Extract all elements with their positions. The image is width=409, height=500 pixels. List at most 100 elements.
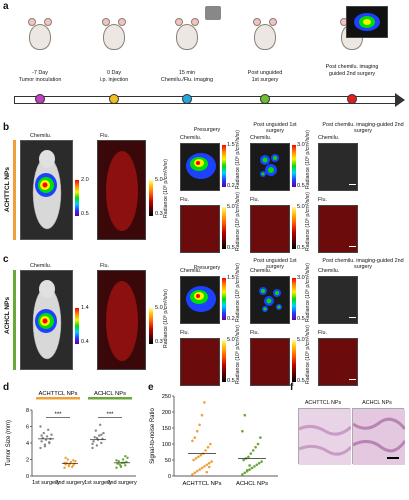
data-point <box>198 468 201 471</box>
chemilu-image <box>180 276 220 324</box>
data-point <box>195 469 199 473</box>
y-tick-label: 4 <box>26 441 29 447</box>
data-point <box>115 459 118 462</box>
snr-chart: 0 50 100 150 200 250 Signal-to-noise Ratio ACHT… <box>150 394 278 487</box>
timeline-step-dot <box>109 94 119 104</box>
data-point <box>254 445 257 449</box>
colorbar-min: 0.5 <box>297 378 305 384</box>
histology-scale-bar <box>387 457 399 459</box>
x-tick-label: 2nd surgery <box>55 480 85 486</box>
data-point <box>99 423 102 427</box>
timeline-arrowhead <box>395 93 405 107</box>
data-point <box>64 456 67 460</box>
group-bar <box>36 397 80 400</box>
y-tick-label: 100 <box>162 442 171 448</box>
data-point <box>43 445 47 448</box>
flu-label: Flu. <box>318 197 327 203</box>
data-point <box>193 436 197 439</box>
data-point <box>245 468 249 472</box>
data-point <box>94 429 98 432</box>
colorbar-min: 0.5 <box>227 378 235 384</box>
row-c-col-unguided: Post unguided 1st surgery <box>253 258 297 270</box>
timeline-step-dot <box>347 94 357 104</box>
data-point <box>243 413 247 417</box>
timeline-step-dot <box>182 94 192 104</box>
data-point <box>206 445 210 449</box>
data-point <box>121 458 125 461</box>
row-b-left-flu-title: Flu. <box>100 133 109 139</box>
colorbar-min: 0.5 <box>297 316 305 322</box>
histology-label-1: ACHTTCL NPs <box>304 400 342 406</box>
data-point <box>241 429 244 433</box>
x-tick-label: ACHTTCL NPs <box>182 481 221 487</box>
colorbar-max: 3.0 <box>297 142 305 148</box>
data-point <box>67 464 71 468</box>
x-tick-label: 1st surgery <box>32 480 60 486</box>
row-b-col-guided: Post chemilu. imaging-guided 2nd surgery <box>322 122 404 134</box>
data-point <box>207 461 211 465</box>
data-point <box>256 442 260 446</box>
colorbar-max: 5.0 <box>297 337 305 343</box>
data-point <box>250 466 254 470</box>
flu-label: Flu. <box>180 197 189 203</box>
data-point <box>243 471 247 475</box>
row-b-chemilu-mouse-image <box>20 140 73 240</box>
colorbar-max: 1.5 <box>227 275 235 281</box>
data-point <box>95 444 99 447</box>
data-point <box>91 446 94 450</box>
colorbar-label: Radiance (10⁶ p/cm²/s/sr) <box>305 192 311 251</box>
data-point <box>191 439 194 443</box>
data-point <box>102 431 105 435</box>
data-point <box>91 442 94 446</box>
chemilu-label: Chemilu. <box>180 268 202 274</box>
panel-label-f: f <box>290 382 294 393</box>
data-point <box>205 463 209 467</box>
flu-image <box>250 205 290 253</box>
row-c-col-guided: Post chemilu. imaging-guided 2nd surgery <box>322 258 404 270</box>
group-label: ACHTTCL NPs <box>38 391 77 397</box>
data-point <box>207 465 211 469</box>
data-point <box>71 465 74 469</box>
timeline-step-label: Post unguided <box>247 70 283 76</box>
row-b-sidebar <box>13 140 16 240</box>
timeline-arrow <box>14 96 396 104</box>
flu-label: Flu. <box>250 197 259 203</box>
data-point <box>200 413 204 417</box>
data-point <box>248 468 251 471</box>
row-c-sidebar <box>13 270 16 370</box>
data-point <box>126 456 129 460</box>
data-point <box>248 464 251 467</box>
data-point <box>40 434 43 437</box>
group-bar <box>88 397 132 400</box>
flu-image <box>180 338 220 386</box>
colorbar <box>222 340 226 382</box>
data-point <box>249 452 253 455</box>
y-axis-label: Tumor Size (mm) <box>6 420 12 466</box>
row-b-left-chemilu-title: Chemilu. <box>30 133 52 139</box>
colorbar <box>222 207 226 249</box>
timeline-step-sublabel: Chemilu./Flu. imaging <box>160 77 214 83</box>
data-point <box>209 442 212 446</box>
data-point <box>74 459 77 463</box>
row-c-left-chemilu-title: Chemilu. <box>30 263 52 269</box>
data-point <box>193 471 197 475</box>
data-point <box>197 455 200 459</box>
histology-image-achcl <box>352 408 407 465</box>
colorbar-label: Radiance (10⁶ p/cm²/s/sr) <box>235 192 241 251</box>
data-point <box>241 473 244 476</box>
data-point <box>115 466 118 469</box>
data-point <box>247 455 250 459</box>
row-b-flu-min: 0.3 <box>155 211 163 217</box>
row-b-side-label: ACHTTCL NPs <box>4 166 11 212</box>
data-point <box>194 457 198 460</box>
flu-label: Flu. <box>318 330 327 336</box>
timeline-step-label: Post chemilu. imaging <box>325 64 379 70</box>
colorbar-label: Radiance (10⁶ p/cm²/s/sr) <box>235 263 241 322</box>
data-point <box>195 429 199 433</box>
panel-label-c: c <box>3 254 9 265</box>
data-point <box>39 425 42 428</box>
row-c-left-flu-title: Flu. <box>100 263 109 269</box>
data-point <box>95 436 99 440</box>
data-point <box>39 446 42 450</box>
data-point <box>191 473 194 476</box>
